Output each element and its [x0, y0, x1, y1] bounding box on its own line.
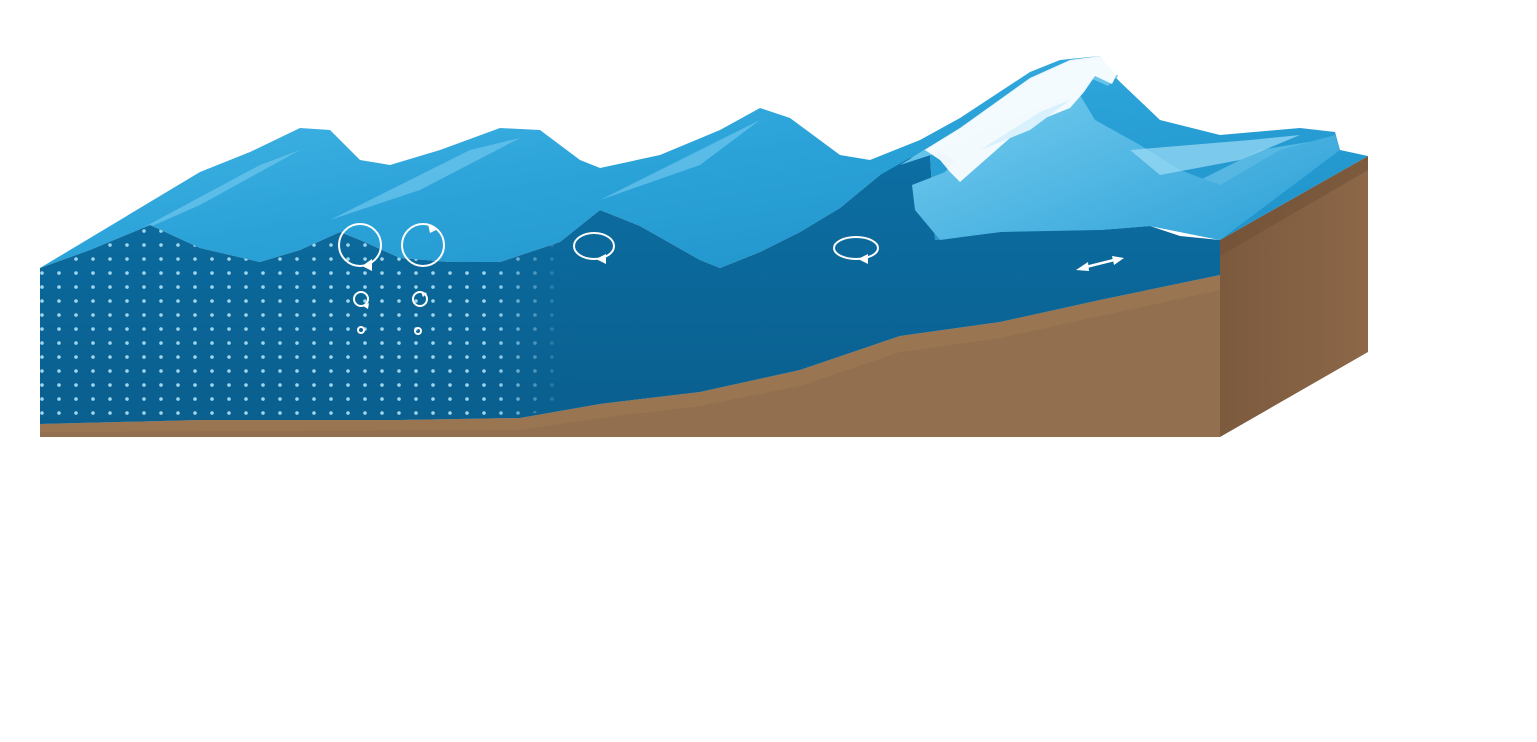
elliptical-orbit-arrow-icon: [833, 236, 879, 264]
sediment-front-face: [40, 275, 1220, 437]
circular-orbit-arrow-icon: [414, 327, 422, 335]
orbit-markers: [338, 223, 1124, 335]
circular-orbit-arrow-icon: [412, 291, 428, 307]
sediment-texture: [40, 275, 1220, 432]
wave-foam: [900, 56, 1118, 182]
circular-orbit-arrow-icon: [353, 291, 369, 309]
circular-orbit-arrow-icon: [357, 326, 365, 334]
sediment-side-shadow: [1220, 156, 1368, 256]
circular-orbit-arrow-icon: [401, 223, 445, 267]
circular-orbit-arrow-icon: [338, 223, 382, 271]
elliptical-orbit-arrow-icon: [573, 232, 615, 264]
breaking-wave: [900, 56, 1340, 240]
back-and-forth-arrow-icon: [1076, 256, 1124, 271]
